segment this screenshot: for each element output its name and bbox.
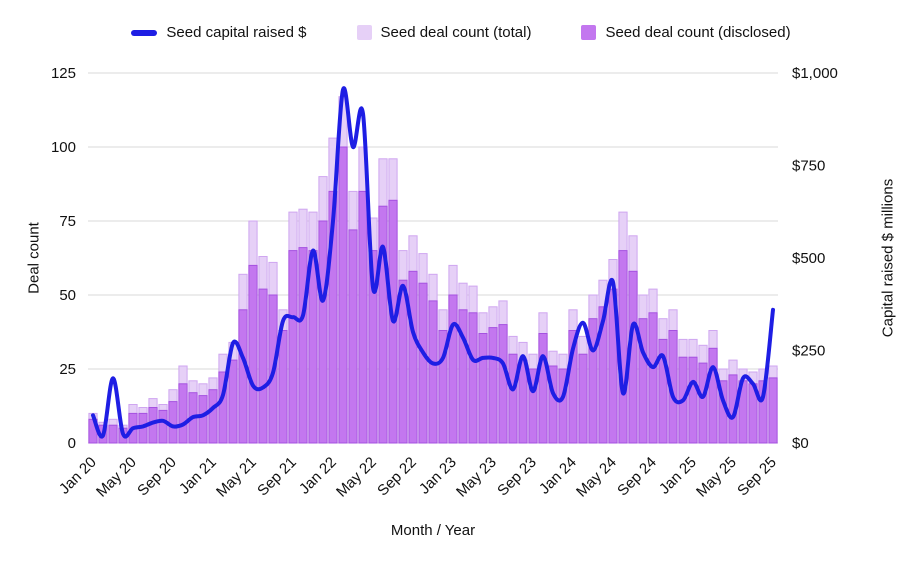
disclosed-deal-count-bar [688,356,698,444]
x-tick-label: Sep 21 [254,454,300,500]
disclosed-deal-count-bar [658,338,668,444]
disclosed-deal-count-bar [318,220,328,444]
left-tick-label: 75 [59,213,76,230]
x-tick-label: May 25 [693,454,740,501]
disclosed-deal-count-bar [588,318,598,444]
legend-item-deal-count-total: Seed deal count (total) [356,24,532,41]
disclosed-deal-count-bar [288,250,298,444]
disclosed-deal-count-bar [548,365,558,444]
x-axis-title: Month / Year [390,522,476,539]
left-tick-label: 25 [59,361,76,378]
disclosed-deal-count-bar [458,309,468,444]
disclosed-deal-count-bar [348,229,358,444]
disclosed-deal-count-bar [248,264,258,444]
left-tick-label: 125 [51,65,76,82]
left-tick-label: 0 [68,435,76,452]
left-tick-label: 100 [51,139,76,156]
disclosed-deal-count-bar [538,333,548,444]
left-tick-label: 50 [59,287,76,304]
disclosed-deal-count-bar [638,318,648,444]
legend-line-swatch-icon [131,29,158,36]
x-tick-label: May 22 [333,454,380,501]
disclosed-deal-count-bar [238,309,248,444]
disclosed-deal-count-bar [198,395,208,444]
x-tick-label: May 23 [453,454,500,501]
legend-total-swatch-icon [356,25,372,40]
disclosed-deal-count-bar [448,294,458,444]
x-tick-label: Jan 25 [656,454,700,498]
right-tick-label: $500 [792,250,825,267]
disclosed-deal-count-bar [328,190,338,444]
disclosed-deal-count-bar [758,380,768,444]
disclosed-deal-count-bar [518,359,528,444]
right-tick-label: $250 [792,343,825,360]
disclosed-deal-count-bar [298,247,308,444]
disclosed-deal-count-bar [508,353,518,444]
disclosed-deal-count-bar [498,324,508,444]
disclosed-deal-count-bar [478,333,488,444]
x-tick-label: Jan 23 [416,454,460,498]
disclosed-deal-count-bar [408,270,418,444]
legend-item-deal-count-disclosed: Seed deal count (disclosed) [581,24,791,41]
x-tick-label: May 24 [573,454,620,501]
disclosed-deal-count-bar [368,250,378,444]
disclosed-deal-count-bar [358,190,368,444]
disclosed-deal-count-bar [438,330,448,444]
legend-label-deal-count-total: Seed deal count (total) [380,24,532,41]
disclosed-deal-count-bar [218,371,228,444]
disclosed-deal-count-bar [158,409,168,444]
disclosed-deal-count-bar [308,250,318,444]
disclosed-deal-count-bar [228,359,238,444]
disclosed-deal-count-bar [598,306,608,444]
x-tick-label: Jan 21 [176,454,220,498]
legend-label-deal-count-disclosed: Seed deal count (disclosed) [605,24,791,41]
disclosed-deal-count-bar [578,353,588,444]
x-tick-label: Sep 20 [134,454,180,500]
x-tick-label: May 20 [93,454,140,501]
disclosed-deal-count-bar [278,330,288,444]
legend-disclosed-swatch-icon [581,25,597,40]
disclosed-deal-count-bar [558,368,568,444]
x-tick-label: May 21 [213,454,260,501]
disclosed-deal-count-bar [338,146,348,444]
x-tick-label: Sep 22 [374,454,420,500]
legend-item-capital-raised: Seed capital raised $ [131,24,307,41]
x-tick-label: Sep 23 [494,454,540,500]
x-tick-label: Sep 24 [614,454,660,500]
disclosed-deal-count-bar [568,330,578,444]
x-tick-label: Jan 20 [56,454,100,498]
disclosed-deal-count-bar [168,401,178,444]
disclosed-deal-count-bar [208,389,218,444]
disclosed-deal-count-bar [428,300,438,444]
disclosed-deal-count-bar [178,383,188,444]
disclosed-deal-count-bar [378,205,388,444]
x-tick-label: Jan 24 [536,454,580,498]
right-tick-label: $1,000 [792,65,838,82]
x-tick-label: Jan 22 [296,454,340,498]
disclosed-deal-count-bar [488,327,498,444]
disclosed-deal-count-bar [698,362,708,444]
disclosed-deal-count-bar [468,312,478,444]
right-tick-label: $0 [792,435,809,452]
right-tick-label: $750 [792,158,825,175]
x-tick-label: Sep 25 [734,454,780,500]
disclosed-deal-count-bar [398,279,408,444]
capital-raised-line [91,86,775,439]
chart-legend: Seed capital raised $ Seed deal count (t… [0,24,922,41]
disclosed-deal-count-bar [108,424,118,444]
legend-label-capital-raised: Seed capital raised $ [166,24,307,41]
disclosed-deal-count-bar [258,288,268,444]
disclosed-deal-count-bar [708,347,718,444]
disclosed-deal-count-bar [418,282,428,444]
disclosed-deal-count-bar [528,368,538,444]
disclosed-deal-count-bar [648,312,658,444]
disclosed-deal-count-bar [768,377,778,444]
